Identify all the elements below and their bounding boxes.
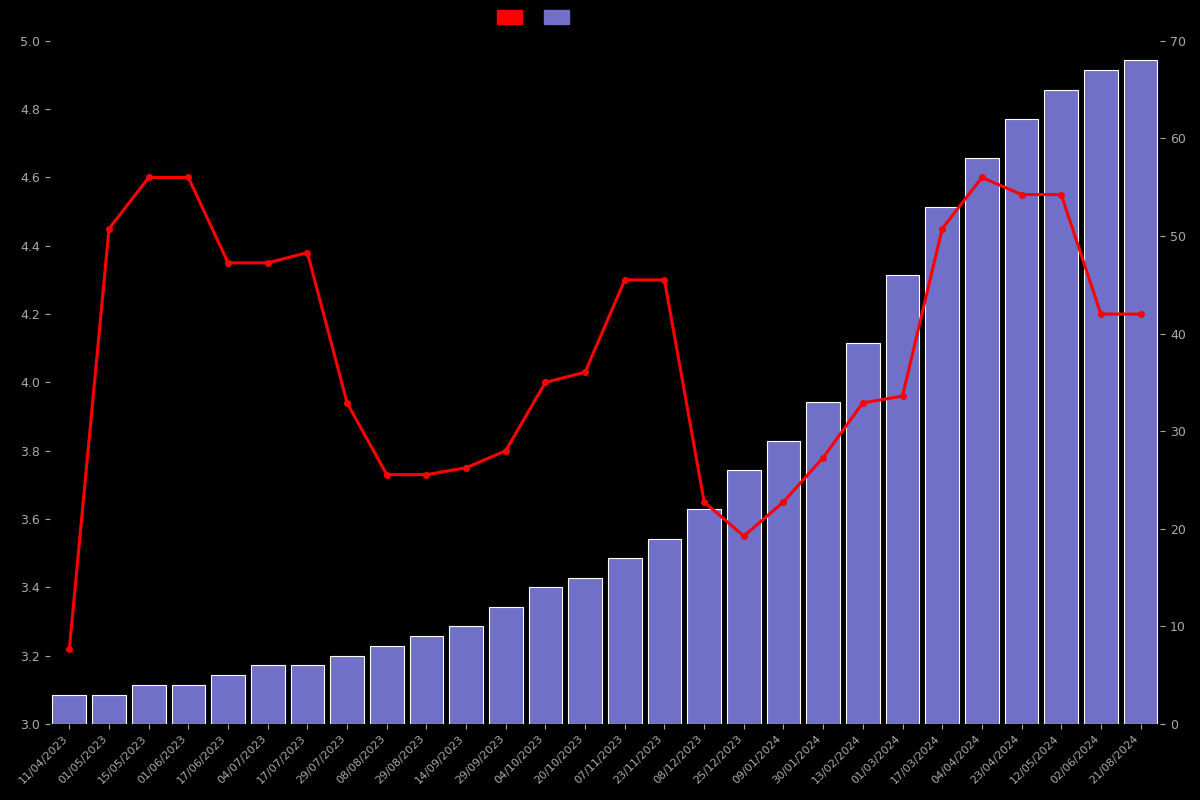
Bar: [727, 470, 761, 724]
Bar: [488, 607, 523, 724]
Bar: [767, 441, 800, 724]
Bar: [172, 685, 205, 724]
Bar: [449, 626, 482, 724]
Bar: [290, 666, 324, 724]
Bar: [132, 685, 166, 724]
Bar: [886, 275, 919, 724]
Bar: [251, 666, 284, 724]
Bar: [53, 694, 86, 724]
Bar: [92, 694, 126, 724]
Bar: [409, 636, 443, 724]
Bar: [965, 158, 998, 724]
Bar: [648, 538, 682, 724]
Bar: [806, 402, 840, 724]
Bar: [528, 587, 563, 724]
Legend: , : ,: [497, 10, 580, 25]
Bar: [846, 343, 880, 724]
Bar: [569, 578, 602, 724]
Bar: [211, 675, 245, 724]
Bar: [370, 646, 403, 724]
Bar: [1084, 70, 1117, 724]
Bar: [688, 510, 721, 724]
Bar: [1044, 90, 1078, 724]
Bar: [608, 558, 642, 724]
Bar: [1004, 119, 1038, 724]
Bar: [925, 206, 959, 724]
Bar: [330, 656, 364, 724]
Bar: [1123, 60, 1158, 724]
